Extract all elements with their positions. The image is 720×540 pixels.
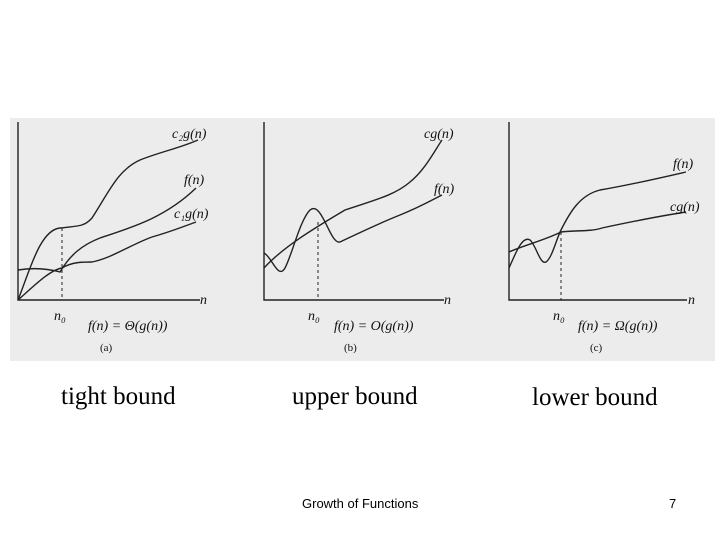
- caption-tight-bound: tight bound: [61, 383, 176, 410]
- panel-c-formula: f(n) = Ω(g(n)): [578, 319, 658, 334]
- panel-a-upper-curve: [17, 139, 199, 301]
- panel-a-lower-label: c₁g(n): [174, 207, 209, 222]
- panel-b-axes: [263, 122, 444, 301]
- panel-c-lower-label: cg(n): [670, 200, 700, 215]
- panel-b-sub-label: (b): [344, 342, 357, 354]
- panel-c-lower-curve: [508, 211, 687, 253]
- panel-b-graph: [263, 122, 444, 301]
- panel-a-middle-curve: [17, 187, 197, 273]
- panel-a-graph: [17, 122, 200, 301]
- caption-lower-bound: lower bound: [532, 384, 658, 411]
- panel-b-lower-label: f(n): [434, 182, 455, 197]
- panel-c-sub-label: (c): [590, 342, 603, 354]
- panel-c-axis-label: n: [688, 293, 695, 308]
- panel-a-middle-label: f(n): [184, 173, 205, 188]
- panel-b-lower-curve: [263, 194, 443, 272]
- panel-c-threshold-label: n₀: [553, 309, 565, 324]
- panel-c-upper-label: f(n): [673, 157, 694, 172]
- panel-a-axis-label: n: [200, 293, 207, 308]
- panel-a-lower-curve: [17, 221, 197, 301]
- panel-a-formula: f(n) = Θ(g(n)): [88, 319, 168, 334]
- panel-c-upper-curve: [508, 171, 687, 269]
- panel-b-axis-label: n: [444, 293, 451, 308]
- panel-a-sub-label: (a): [100, 342, 113, 354]
- footer-title: Growth of Functions: [302, 496, 419, 511]
- panel-b-threshold-label: n₀: [308, 309, 320, 324]
- panel-b-formula: f(n) = O(g(n)): [334, 319, 414, 334]
- page-number: 7: [669, 496, 677, 511]
- caption-upper-bound: upper bound: [292, 383, 418, 410]
- panel-c-axes: [508, 122, 687, 301]
- panel-c-graph: [508, 122, 687, 301]
- panel-b-upper-curve: [263, 139, 443, 269]
- panel-a-upper-label: c₂g(n): [172, 127, 207, 142]
- panel-a-threshold-label: n₀: [54, 309, 66, 324]
- panel-b-upper-label: cg(n): [424, 127, 454, 142]
- figure-background: [10, 118, 715, 361]
